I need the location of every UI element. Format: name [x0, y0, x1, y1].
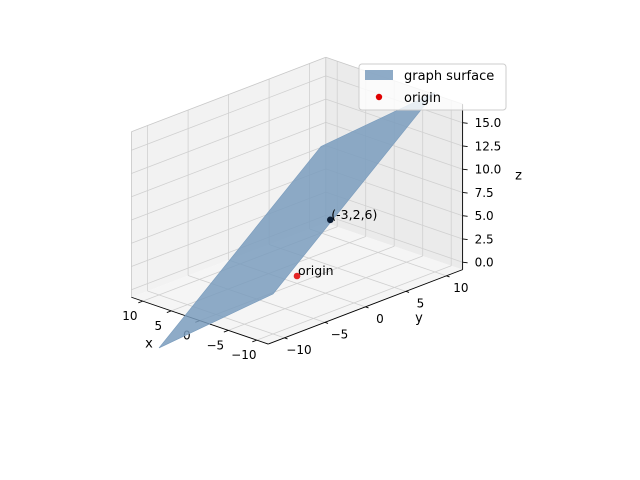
x-tick-0: [138, 300, 143, 304]
z-tick-6: [462, 122, 468, 124]
x-tick-label-4: −10: [231, 348, 256, 362]
legend-surface-swatch: [365, 70, 393, 80]
z-tick-label-6: 15.0: [475, 116, 502, 130]
z-tick-4: [462, 168, 468, 171]
point-point: [327, 216, 334, 224]
pane-edge-3: [131, 56, 326, 133]
z-tick-5: [462, 145, 468, 147]
y-tick-label-0: −10: [286, 343, 311, 357]
x-tick-1: [166, 310, 172, 314]
y-tick-label-3: 5: [417, 296, 425, 310]
z-tick-label-3: 7.5: [475, 186, 494, 200]
x-tick-label-0: 10: [122, 309, 137, 323]
z-tick-label-5: 12.5: [475, 139, 502, 153]
grid-wall-z-a-5: [131, 98, 326, 174]
legend-origin-marker: [375, 93, 383, 101]
y-tick-label-2: 0: [376, 312, 384, 326]
grid-floor-y-4: [309, 228, 447, 277]
y-tick-3: [405, 290, 410, 293]
z-tick-label-1: 2.5: [475, 232, 494, 246]
z-axis-label: z: [515, 168, 522, 183]
y-tick-label-1: −5: [331, 327, 349, 341]
z-tick-label-4: 10.0: [475, 163, 502, 177]
grid-wall-z-a-3: [131, 145, 326, 221]
grid-wall-z-a-6: [131, 75, 326, 151]
x-tick-label-3: −5: [206, 338, 224, 352]
legend-frame: [358, 63, 507, 111]
point-label-point: (-3,2,6): [331, 207, 377, 222]
legend-surface-label: graph surface: [404, 69, 494, 84]
y-axis-label: y: [415, 311, 423, 326]
y-tick-2: [365, 306, 369, 309]
z-tick-0: [462, 261, 468, 264]
point-label-origin: origin: [298, 263, 334, 278]
z-tick-1: [462, 238, 468, 240]
z-tick-label-0: 0.0: [475, 256, 494, 270]
z-tick-2: [462, 215, 468, 217]
z-axis: 0.0 2.5 5.0 7.5 10.0 12.5 15.0 z: [462, 104, 522, 270]
point-origin: [293, 272, 301, 280]
surface-plane: [158, 92, 436, 349]
y-tick-label-4: 10: [453, 281, 468, 295]
y-tick-1: [324, 321, 329, 324]
z-tick-label-2: 5.0: [475, 209, 494, 223]
legend: graph surface origin: [358, 63, 507, 111]
y-tick-4: [446, 275, 450, 278]
y-tick-0: [284, 337, 288, 340]
x-tick-3: [223, 329, 229, 333]
x-tick-label-1: 5: [155, 319, 163, 333]
grid-wall-z-b-4: [325, 122, 463, 170]
x-tick-label-2: 0: [183, 329, 191, 343]
x-axis: 10 5 0 −5 −10 x: [122, 296, 269, 362]
x-axis-label: x: [145, 337, 153, 352]
z-tick-3: [462, 192, 468, 194]
y-axis: −10 −5 0 5 10 y: [268, 269, 469, 357]
grid-wall-z-b-0: [325, 215, 463, 263]
legend-origin-label: origin: [404, 91, 441, 106]
x-tick-4: [252, 339, 257, 343]
graph-surface: [158, 92, 436, 349]
data-points: origin (-3,2,6): [293, 207, 377, 280]
grid-wall-z-a-4: [131, 122, 326, 198]
